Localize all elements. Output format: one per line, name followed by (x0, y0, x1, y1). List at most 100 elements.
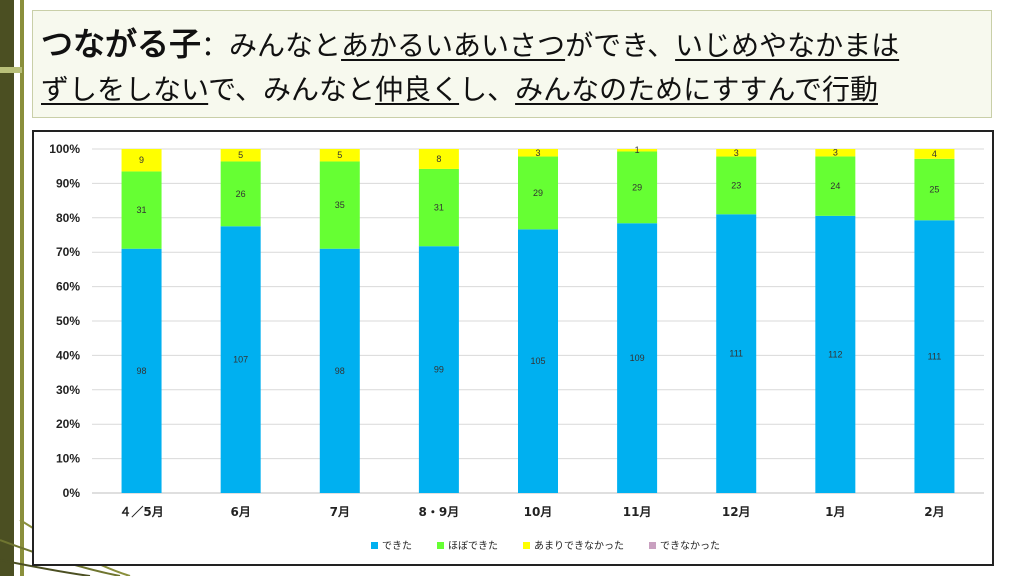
bar-segment (914, 149, 955, 159)
stacked-bar-chart: 0%10%20%30%40%50%60%70%80%90%100%98319４／… (49, 142, 984, 552)
data-label: 26 (236, 189, 246, 199)
bar-segment (518, 229, 558, 493)
data-label: 29 (533, 188, 543, 198)
bar-segment (121, 171, 162, 249)
y-tick-label: 30% (56, 383, 80, 397)
data-label: 8 (436, 154, 441, 164)
bar-segment (319, 149, 360, 162)
data-label: 3 (734, 148, 739, 158)
bar-segment (418, 168, 459, 247)
data-label: 99 (434, 365, 444, 375)
title-underlined-1: あかるいあいさつ (341, 29, 566, 62)
bar-segment (914, 220, 955, 493)
decorative-left-stripe (20, 0, 24, 576)
data-label: 23 (731, 180, 741, 190)
x-tick-label: ４／5月 (119, 504, 163, 519)
bar-segment (716, 156, 757, 215)
legend-label: ほぼできた (448, 540, 498, 552)
legend-label: できなかった (660, 540, 720, 552)
data-label: 29 (632, 182, 642, 192)
title-heading: つながる子 (41, 25, 202, 63)
title-underlined-5: みんなのためにすすんで行動 (515, 73, 878, 106)
data-label: 25 (929, 185, 939, 195)
bar-segment (716, 149, 757, 157)
bar-segment (121, 248, 162, 493)
y-tick-label: 70% (56, 245, 80, 259)
bar-segment (716, 214, 757, 493)
x-tick-label: 10月 (524, 505, 553, 519)
data-label: 3 (535, 148, 540, 158)
y-tick-label: 100% (49, 142, 80, 156)
bar-segment (319, 248, 360, 493)
title-underlined-3: ずしをしない (41, 73, 209, 106)
bar-segment (121, 149, 162, 172)
y-tick-label: 80% (56, 211, 80, 225)
data-label: 5 (337, 150, 342, 160)
bar-segment (418, 149, 459, 169)
bar-segment (815, 149, 856, 157)
legend-swatch (371, 542, 378, 549)
data-label: 98 (137, 366, 147, 376)
data-label: 107 (233, 355, 248, 365)
data-label: 105 (530, 356, 545, 366)
bar-segment (418, 246, 459, 493)
data-label: 3 (833, 148, 838, 158)
title-text-3: で、みんなと (208, 73, 376, 106)
chart-area: 0% 10% 20% 30% 40% 50% 60% 70% 80% 90% 100% 98 31 9 ４／… (32, 130, 994, 566)
x-tick-label: 2月 (924, 505, 944, 519)
legend-label: あまりできなかった (534, 540, 624, 552)
data-label: 111 (928, 352, 942, 362)
data-label: 5 (238, 150, 243, 160)
title-underlined-2: いじめやなかまは (675, 29, 900, 62)
data-label: 9 (139, 155, 144, 165)
bar-segment (220, 149, 261, 162)
title-separator: ： (201, 29, 230, 62)
bar-segment (617, 149, 658, 152)
data-label: 4 (932, 149, 937, 159)
title-line-1: つながる子：みんなとあかるいあいさつができ、いじめやなかまは (41, 25, 899, 65)
legend-swatch (437, 542, 444, 549)
x-tick-label: 12月 (722, 505, 751, 519)
title-text-2: ができ、 (565, 29, 676, 62)
legend-swatch (649, 542, 656, 549)
data-label: 1 (635, 145, 640, 155)
bar-segment (617, 223, 658, 493)
bar-segment (220, 161, 261, 227)
data-label: 98 (335, 366, 345, 376)
x-tick-label: 6月 (230, 505, 250, 519)
bar-segment (914, 158, 955, 221)
y-tick-label: 90% (56, 176, 80, 190)
legend-swatch (523, 542, 530, 549)
bar-segment (220, 226, 261, 493)
title-underlined-4: 仲良く (375, 73, 460, 106)
y-tick-label: 10% (56, 452, 80, 466)
data-label: 35 (335, 200, 345, 210)
data-label: 31 (434, 203, 444, 213)
x-tick-label: 8・9月 (419, 505, 460, 519)
title-box: つながる子：みんなとあかるいあいさつができ、いじめやなかまは ずしをしないで、み… (32, 10, 992, 118)
y-tick-label: 40% (56, 348, 80, 362)
bar-segment (319, 161, 360, 249)
x-tick-label: 11月 (623, 505, 652, 519)
data-label: 111 (729, 349, 743, 359)
bar-segment (518, 149, 558, 157)
decorative-left-band (0, 0, 14, 576)
bar-segment (815, 156, 856, 216)
x-tick-label: 1月 (825, 505, 845, 519)
y-tick-label: 0% (63, 486, 81, 500)
bar-segment (617, 151, 658, 224)
y-tick-label: 60% (56, 280, 80, 294)
y-tick-label: 50% (56, 314, 80, 328)
data-label: 31 (137, 205, 147, 215)
title-line-2: ずしをしないで、みんなと仲良くし、みんなのためにすすんで行動 (41, 71, 878, 109)
x-tick-label: 7月 (330, 505, 350, 519)
data-label: 24 (830, 181, 840, 191)
y-tick-label: 20% (56, 417, 80, 431)
legend-label: できた (382, 540, 412, 552)
bar-segment (815, 215, 856, 494)
title-text-1: みんなと (229, 29, 342, 62)
title-text-4: し、 (459, 73, 516, 106)
data-label: 112 (828, 349, 842, 359)
bar-segment (518, 156, 558, 230)
data-label: 109 (630, 353, 645, 363)
